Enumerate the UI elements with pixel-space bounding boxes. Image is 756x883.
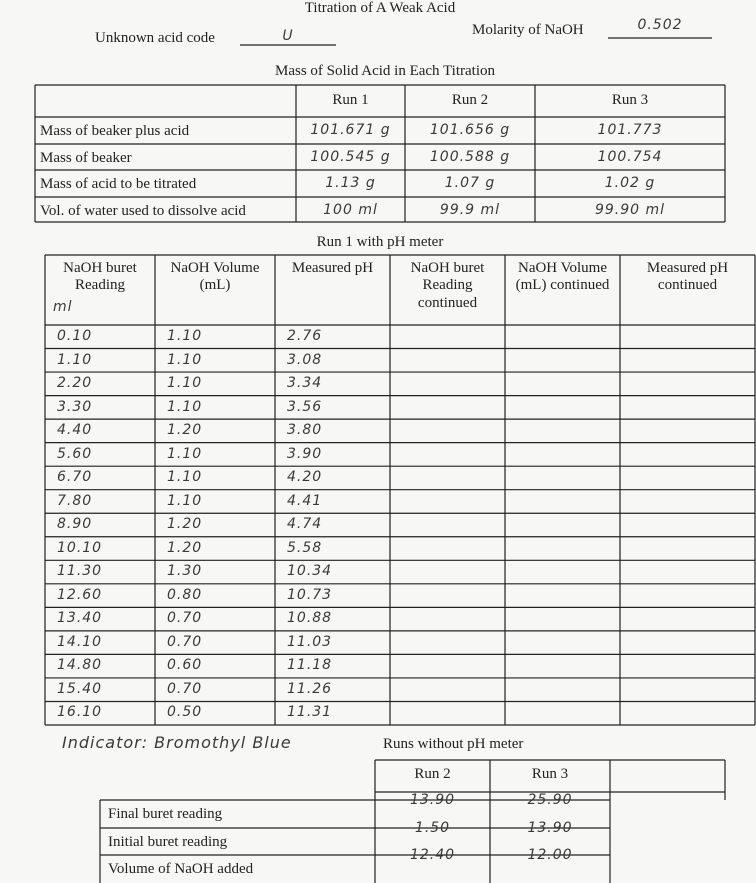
- cell-value: 0.80: [167, 586, 203, 603]
- cell-value: 4.20: [287, 469, 323, 486]
- cell-value: 1.50: [414, 820, 451, 836]
- cell-value: 1.07 g: [444, 175, 496, 191]
- cell-value: 11.03: [287, 633, 333, 650]
- cell-value: 5.60: [57, 445, 93, 462]
- cell-value: 4.41: [287, 492, 323, 509]
- cell-value: 101.671 g: [310, 122, 391, 138]
- cell-value: 100.754: [597, 149, 663, 165]
- cell-value: 1.20: [167, 422, 203, 439]
- cell-value: 1.02 g: [604, 175, 656, 191]
- table-title: Runs without pH meter: [383, 736, 524, 752]
- cell-value: 12.40: [409, 847, 456, 863]
- cell-value: 10.73: [287, 586, 333, 603]
- cell-value: 16.10: [57, 704, 103, 721]
- cell-value: 10.10: [57, 539, 103, 556]
- column-header: Run 3: [611, 92, 649, 108]
- column-header: NaOH Volume (mL) continued: [515, 260, 610, 294]
- row-label: Initial buret reading: [108, 834, 228, 850]
- cell-value: 100 ml: [323, 202, 378, 218]
- cell-value: 5.58: [287, 539, 323, 556]
- cell-value: 2.76: [287, 328, 323, 344]
- cell-value: 1.10: [167, 445, 203, 462]
- cell-value: 11.18: [287, 657, 333, 674]
- cell-value: 1.30: [167, 563, 203, 580]
- unit-note: ml: [53, 299, 73, 315]
- cell-value: 8.90: [57, 516, 93, 533]
- cell-value: 11.30: [57, 563, 103, 580]
- table-title: Mass of Solid Acid in Each Titration: [274, 63, 495, 79]
- column-header: Measured pH: [291, 260, 374, 276]
- column-header: Run 3: [531, 766, 569, 782]
- cell-value: 0.70: [167, 633, 203, 650]
- cell-value: 3.56: [287, 398, 323, 415]
- cell-value: 15.40: [57, 680, 103, 697]
- cell-value: 101.656 g: [429, 122, 511, 138]
- cell-value: 1.10: [167, 469, 203, 486]
- cell-value: 1.20: [167, 516, 203, 533]
- row-label: Mass of acid to be titrated: [40, 176, 197, 192]
- field-value: 0.502: [637, 17, 683, 33]
- row-label: Mass of beaker: [40, 150, 132, 166]
- cell-value: 13.90: [527, 820, 573, 836]
- cell-value: 1.10: [167, 328, 203, 344]
- cell-value: 3.34: [287, 375, 323, 392]
- cell-value: 0.10: [57, 328, 93, 344]
- cell-value: 12.00: [527, 847, 573, 863]
- column-header: Run 1: [332, 92, 369, 108]
- cell-value: 14.80: [57, 657, 103, 674]
- cell-value: 3.80: [287, 422, 323, 439]
- column-header: NaOH buret Reading continued: [410, 260, 485, 311]
- column-header: Measured pH continued: [646, 260, 729, 294]
- cell-value: 100.545 g: [310, 149, 391, 165]
- indicator-note: Indicator: Bromothyl Blue: [62, 733, 292, 752]
- cell-value: 1.10: [167, 398, 203, 415]
- cell-value: 1.10: [167, 351, 203, 368]
- cell-value: 4.40: [57, 422, 93, 439]
- row-label: Volume of NaOH added: [108, 861, 254, 877]
- column-header: Run 2: [414, 766, 451, 782]
- page-title: Titration of A Weak Acid: [304, 0, 456, 16]
- cell-value: 1.20: [167, 539, 203, 556]
- cell-value: 99.9 ml: [439, 202, 501, 218]
- cell-value: 100.588 g: [429, 149, 511, 165]
- cell-value: 1.10: [167, 375, 203, 392]
- row-label: Vol. of water used to dissolve acid: [40, 203, 246, 219]
- column-header: NaOH buret Reading: [63, 260, 137, 294]
- cell-value: 0.70: [167, 680, 203, 697]
- cell-value: 7.80: [57, 492, 93, 509]
- cell-value: 13.40: [57, 610, 103, 627]
- cell-value: 4.74: [287, 516, 323, 533]
- cell-value: 1.10: [57, 351, 93, 368]
- cell-value: 1.13 g: [325, 175, 376, 191]
- cell-value: 99.90 ml: [594, 202, 666, 218]
- cell-value: 0.60: [167, 657, 203, 674]
- column-header: NaOH Volume (mL): [170, 260, 260, 294]
- cell-value: 0.50: [167, 704, 203, 721]
- cell-value: 3.08: [287, 351, 323, 368]
- cell-value: 25.90: [527, 792, 573, 808]
- cell-value: 101.773: [597, 122, 663, 138]
- cell-value: 11.31: [287, 704, 333, 721]
- cell-value: 10.88: [287, 610, 333, 627]
- cell-value: 3.90: [287, 445, 323, 462]
- cell-value: 0.70: [167, 610, 203, 627]
- cell-value: 6.70: [57, 469, 93, 486]
- row-label: Mass of beaker plus acid: [40, 123, 190, 139]
- cell-value: 13.90: [409, 792, 456, 808]
- field-value: U: [282, 28, 294, 44]
- cell-value: 1.10: [167, 492, 203, 509]
- cell-value: 12.60: [57, 586, 103, 603]
- field-label: Unknown acid code: [95, 30, 215, 46]
- cell-value: 2.20: [57, 375, 93, 392]
- table-title: Run 1 with pH meter: [316, 234, 444, 250]
- row-label: Final buret reading: [108, 806, 223, 822]
- cell-value: 10.34: [287, 563, 333, 580]
- column-header: Run 2: [451, 92, 489, 108]
- cell-value: 3.30: [57, 398, 93, 415]
- cell-value: 11.26: [287, 680, 333, 697]
- field-label: Molarity of NaOH: [472, 22, 584, 38]
- cell-value: 14.10: [57, 633, 103, 650]
